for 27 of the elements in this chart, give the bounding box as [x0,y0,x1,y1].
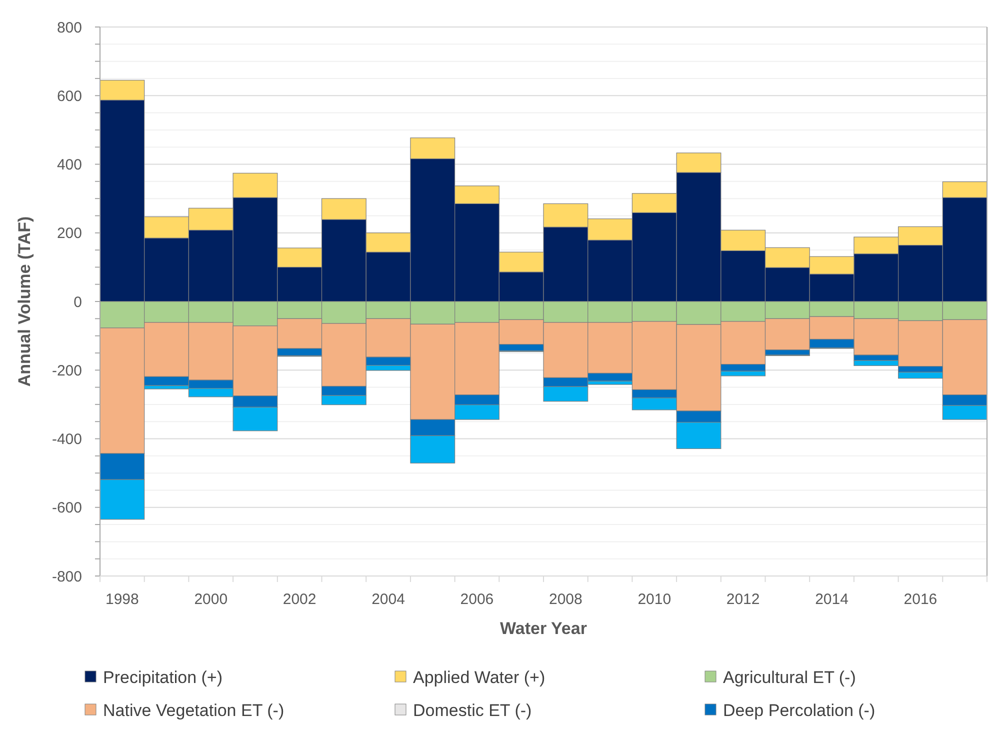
y-tick-label: 800 [56,19,82,36]
y-tick-label: 200 [56,225,82,242]
y-tick-label: -200 [52,362,82,380]
x-tick-label: 2012 [726,591,760,608]
y-tick-label: 0 [74,294,82,311]
y-tick-label: 600 [56,88,82,105]
legend-label: Native Vegetation ET (-) [103,700,284,720]
legend-label: Applied Water (+) [413,668,546,687]
x-tick-label: 2000 [194,591,228,608]
y-tick-label: -600 [52,500,82,517]
legend-label: Precipitation (+) [103,668,223,687]
y-tick-label: 400 [56,156,82,174]
x-tick-label: 2002 [282,591,316,608]
x-axis-title: Water Year [500,619,588,638]
x-tick-label: 2008 [548,591,582,608]
y-tick-label: -400 [52,431,82,448]
x-tick-label: 2006 [460,591,494,608]
x-tick-label: 2004 [372,591,405,608]
x-tick-label: 2016 [904,591,938,608]
legend-label: Deep Percolation (-) [723,700,876,720]
x-tick-label: 1998 [105,591,139,608]
legend-label: Domestic ET (-) [413,700,532,720]
legend-label: Agricultural ET (-) [723,668,856,687]
x-tick-label: 2010 [638,591,672,608]
y-tick-label: -800 [52,568,82,586]
x-tick-label: 2014 [815,591,848,608]
y-axis-title: Annual Volume (TAF) [15,216,34,387]
